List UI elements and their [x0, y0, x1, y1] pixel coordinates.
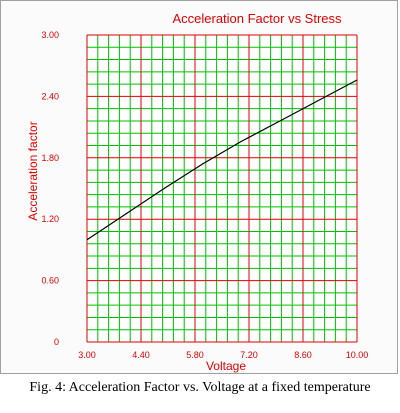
y-tick-label: 3.00	[41, 30, 59, 40]
x-tick-label: 10.00	[346, 350, 369, 360]
x-tick-label: 7.20	[240, 350, 258, 360]
y-tick-label: 0	[54, 337, 59, 347]
plot-area	[87, 35, 357, 342]
y-tick-label: 0.60	[41, 276, 59, 286]
x-tick-labels: 3.00 4.40 5.80 7.20 8.60 10.00	[78, 350, 368, 360]
figure-panel: 3.00 4.40 5.80 7.20 8.60 10.00 0 0.60 1.20 1.80 2…	[0, 0, 398, 374]
y-axis-label: Acceleration factor	[26, 121, 40, 220]
y-tick-label: 2.40	[41, 91, 59, 101]
x-axis-label: Voltage	[206, 359, 246, 373]
y-tick-labels: 0 0.60 1.20 1.80 2.40 3.00	[41, 30, 59, 347]
series-layer	[86, 79, 358, 241]
chart: 3.00 4.40 5.80 7.20 8.60 10.00 0 0.60 1.20 1.80 2…	[26, 11, 368, 373]
y-tick-label: 1.20	[41, 214, 59, 224]
chart-title: Acceleration Factor vs Stress	[172, 11, 342, 26]
y-tick-label: 1.80	[41, 153, 59, 163]
x-tick-label: 8.60	[294, 350, 312, 360]
minor-grid	[87, 35, 357, 342]
figure-caption: Fig. 4: Acceleration Factor vs. Voltage …	[29, 380, 371, 395]
series-line-0	[86, 79, 358, 241]
x-tick-label: 3.00	[78, 350, 96, 360]
major-grid	[86, 34, 358, 343]
x-tick-label: 4.40	[132, 350, 150, 360]
x-tick-label: 5.80	[186, 350, 204, 360]
